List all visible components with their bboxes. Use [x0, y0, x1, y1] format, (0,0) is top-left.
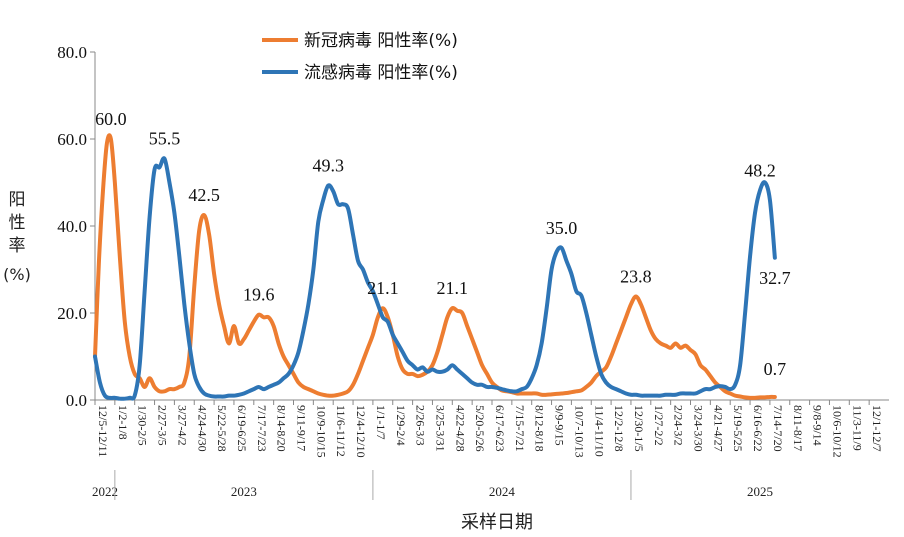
x-tick-label: 12/2-12/8 — [612, 405, 626, 452]
x-tick-label: 8/12-8/18 — [533, 405, 547, 452]
x-tick-label: 3/25-3/31 — [433, 405, 447, 452]
data-labels: 60.0 55.5 42.5 19.6 49.3 21.1 21.1 35.0 23.8 48.2… — [95, 109, 790, 379]
x-tick-label: 9/11-9/17 — [295, 405, 309, 451]
peak-label: 0.7 — [764, 359, 787, 379]
x-tick-label: 7/14-7/20 — [771, 405, 785, 452]
x-tick-label: 12/30-1/5 — [632, 405, 646, 452]
x-tick-label: 8/11-8/17 — [791, 405, 805, 451]
x-tick-label: 9/9-9/15 — [553, 405, 567, 446]
y-axis-title-char: 阳 — [9, 190, 26, 210]
x-tick-label: 11/3-11/9 — [850, 405, 864, 451]
year-label: 2025 — [747, 484, 773, 499]
x-tick-label: 5/19-5/25 — [731, 405, 745, 452]
peak-label: 23.8 — [620, 266, 652, 286]
x-tick-label: 4/22-4/28 — [453, 405, 467, 452]
x-tick-label: 3/24-3/30 — [692, 405, 706, 452]
x-tick-label: 1/2-1/8 — [116, 405, 130, 440]
x-tick-label: 4/24-4/30 — [195, 405, 209, 452]
x-tick-label: 6/17-6/23 — [493, 405, 507, 452]
year-label: 2024 — [489, 484, 516, 499]
peak-label: 19.6 — [243, 285, 275, 305]
y-axis-title-char: 率 — [9, 236, 26, 256]
peak-label: 49.3 — [312, 156, 344, 176]
x-tick-label: 7/15-7/21 — [513, 405, 527, 452]
peak-label: 21.1 — [437, 278, 469, 298]
series-layer — [93, 133, 777, 401]
x-tick-label: 2/27-3/5 — [156, 405, 170, 446]
peak-label: 48.2 — [744, 160, 776, 180]
x-tick-label: 5/22-5/28 — [215, 405, 229, 452]
x-tick-label: 10/9-10/15 — [314, 405, 328, 458]
x-tick-label: 8/14-8/20 — [275, 405, 289, 452]
x-tick-label: 5/20-5/26 — [473, 405, 487, 452]
y-axis-title: 阳 性 率 (%) — [3, 190, 31, 284]
peak-label: 32.7 — [759, 268, 791, 288]
x-tick-label: 7/17-7/23 — [255, 405, 269, 452]
y-axis-title-char: (%) — [3, 265, 31, 284]
peak-label: 35.0 — [546, 218, 578, 238]
y-tick-label: 20.0 — [57, 304, 87, 323]
year-label: 2023 — [231, 484, 257, 499]
y-tick-label: 0.0 — [66, 391, 87, 410]
y-axis-title-char: 性 — [9, 213, 26, 233]
legend: 新冠病毒 阳性率(%) 流感病毒 阳性率(%) — [262, 31, 458, 83]
y-tick-label: 80.0 — [57, 43, 87, 62]
x-tick-label: 4/21-4/27 — [711, 405, 725, 452]
x-tick-label: 12/5-12/11 — [96, 405, 110, 457]
legend-label-covid: 新冠病毒 阳性率(%) — [304, 31, 458, 51]
x-tick-label: 11/4-11/10 — [592, 405, 606, 457]
x-tick-label: 12/1-12/7 — [870, 405, 884, 452]
x-tick-label: 3/27-4/2 — [175, 405, 189, 446]
peak-label: 21.1 — [367, 278, 399, 298]
peak-label: 55.5 — [149, 129, 181, 149]
x-axis-title: 采样日期 — [461, 512, 533, 533]
x-tick-label: 11/6-11/12 — [334, 405, 348, 457]
x-tick-label: 2/26-3/3 — [414, 405, 428, 446]
year-label: 2022 — [92, 484, 118, 499]
y-tick-label: 40.0 — [57, 217, 87, 236]
x-tick-label: 1/1-1/7 — [374, 405, 388, 440]
x-tick-label: 2/24-3/2 — [672, 405, 686, 446]
y-tick-label: 60.0 — [57, 130, 87, 149]
x-tick-label: 1/30-2/5 — [136, 405, 150, 446]
x-tick-label: 12/4-12/10 — [354, 405, 368, 458]
legend-label-flu: 流感病毒 阳性率(%) — [304, 63, 458, 83]
series-line-flu — [93, 156, 777, 401]
peak-label: 42.5 — [188, 185, 220, 205]
x-tick-label: 9/8-9/14 — [811, 405, 825, 446]
x-tick-label: 10/7-10/13 — [572, 405, 586, 458]
x-tick-label: 1/27-2/2 — [652, 405, 666, 446]
x-tick-label: 10/6-10/12 — [830, 405, 844, 458]
axes: 0.0 20.0 40.0 60.0 80.0 12/5-12/11 1/2-1/8 1/30… — [57, 43, 889, 500]
series-line-covid — [93, 133, 777, 400]
x-tick-label: 6/19-6/25 — [235, 405, 249, 452]
peak-label: 60.0 — [95, 109, 127, 129]
x-tick-label: 1/29-2/4 — [394, 405, 408, 446]
x-tick-label: 6/16-6/22 — [751, 405, 765, 452]
